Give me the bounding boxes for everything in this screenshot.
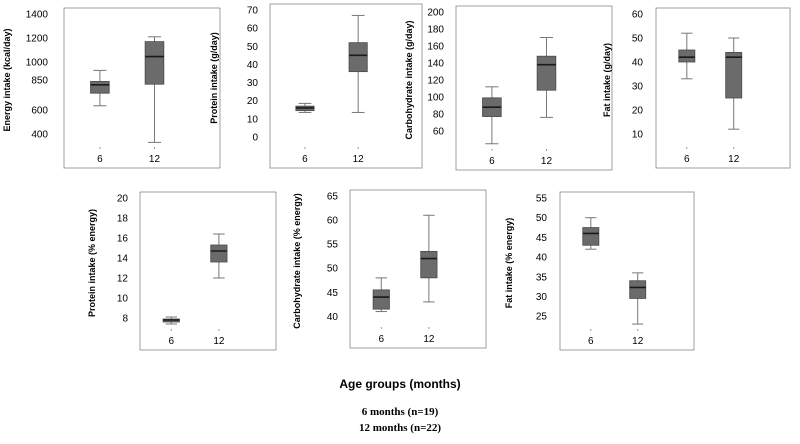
x-category-label: 12 — [541, 156, 553, 167]
y-tick-label: 70 — [247, 6, 259, 17]
y-tick-label: 1000 — [26, 58, 49, 69]
group-legend-12-months: 12 months (n=22) — [358, 422, 442, 434]
y-tick-label: 850 — [31, 76, 48, 87]
y-tick-label: 1200 — [26, 34, 49, 45]
x-category-label: 12 — [149, 154, 161, 165]
x-category-label: 6 — [168, 336, 174, 347]
y-tick-label: 45 — [327, 288, 339, 299]
y-tick-label: 30 — [247, 78, 259, 89]
y-tick-label: 0 — [252, 132, 258, 143]
iqr-box — [210, 244, 228, 263]
y-axis-title: Fat intake (% energy) — [504, 218, 514, 309]
panel-5: 8 10 12 14 16 18 20 Protein intake (% energy) 6 1… — [87, 191, 277, 351]
y-tick-label: 18 — [117, 214, 129, 225]
panel-1: 400 600 850 1000 1200 1400 Energy intake (kcal… — [2, 7, 221, 169]
y-tick-label: 140 — [427, 59, 444, 70]
panel-6: 40 45 50 55 60 65 Carbohydrate intake (% energ… — [292, 189, 487, 349]
y-tick-label: 40 — [632, 58, 644, 69]
plot-frame — [269, 3, 423, 169]
y-axis-title: Carbohydrate intake (g/day) — [404, 20, 414, 139]
panel-4: 10 20 30 40 50 60 Fat intake (g/day) 6 12 — [602, 7, 791, 169]
x-category-label: 12 — [728, 154, 740, 165]
y-tick-label: 30 — [632, 82, 644, 93]
plot-frame — [655, 7, 791, 169]
iqr-box — [90, 81, 110, 94]
x-category-label: 6 — [378, 334, 384, 345]
y-tick-label: 80 — [433, 110, 445, 121]
iqr-box — [582, 227, 600, 246]
y-tick-label: 20 — [632, 106, 644, 117]
panel-3: 60 80 100 120 140 160 180 200 Carbohydrate intak… — [404, 5, 613, 171]
y-tick-label: 30 — [536, 292, 548, 303]
y-tick-label: 45 — [536, 233, 548, 244]
y-tick-label: 600 — [31, 106, 48, 117]
y-tick-label: 50 — [247, 42, 259, 53]
y-axis-title: Energy intake (kcal/day) — [2, 28, 12, 131]
y-tick-label: 60 — [247, 24, 259, 35]
panel-7: 25 30 35 40 45 50 55 Fat intake (% energy) 6 12 — [504, 191, 695, 351]
y-tick-label: 20 — [117, 194, 129, 205]
y-tick-label: 400 — [31, 130, 48, 141]
plot-frame — [349, 189, 487, 349]
y-tick-label: 10 — [117, 294, 129, 305]
y-tick-label: 1400 — [26, 10, 49, 21]
x-category-label: 12 — [353, 154, 365, 165]
y-tick-label: 180 — [427, 25, 444, 36]
y-tick-label: 14 — [117, 254, 129, 265]
y-tick-label: 10 — [632, 130, 644, 141]
plot-frame — [139, 191, 277, 351]
x-category-label: 12 — [423, 334, 435, 345]
y-axis-title: Carbohydrate intake (% energy) — [292, 193, 302, 329]
y-tick-label: 8 — [122, 314, 128, 325]
x-category-label: 6 — [588, 336, 594, 347]
y-tick-label: 35 — [536, 272, 548, 283]
y-axis-title: Protein intake (% energy) — [87, 209, 97, 317]
iqr-box — [678, 49, 696, 63]
iqr-box — [629, 280, 647, 299]
panel-2: 0 10 20 30 40 50 60 70 Protein intake (g/day) 6 12 — [209, 3, 423, 169]
y-tick-label: 65 — [327, 192, 339, 203]
plot-frame — [63, 7, 221, 169]
y-tick-label: 55 — [327, 240, 339, 251]
iqr-box — [725, 52, 743, 99]
y-tick-label: 160 — [427, 42, 444, 53]
y-tick-label: 50 — [536, 213, 548, 224]
iqr-box — [420, 250, 438, 279]
y-tick-label: 60 — [632, 10, 644, 21]
x-category-label: 6 — [489, 156, 495, 167]
y-tick-label: 25 — [536, 312, 548, 323]
iqr-box — [348, 42, 368, 73]
y-axis-title: Protein intake (g/day) — [209, 32, 219, 124]
y-tick-label: 40 — [536, 253, 548, 264]
y-tick-label: 60 — [433, 127, 445, 138]
iqr-box — [144, 41, 165, 85]
y-tick-label: 60 — [327, 216, 339, 227]
y-tick-label: 12 — [117, 274, 129, 285]
y-tick-label: 50 — [327, 264, 339, 275]
plot-frame — [559, 191, 695, 351]
x-category-label: 12 — [632, 336, 644, 347]
y-tick-label: 10 — [247, 114, 259, 125]
y-tick-label: 50 — [632, 34, 644, 45]
y-tick-label: 40 — [327, 312, 339, 323]
y-tick-label: 100 — [427, 93, 444, 104]
y-tick-label: 40 — [247, 60, 259, 71]
group-legend-6-months: 6 months (n=19) — [361, 406, 439, 418]
y-tick-label: 20 — [247, 96, 259, 107]
y-axis-title: Fat intake (g/day) — [602, 43, 612, 117]
x-category-label: 6 — [97, 154, 103, 165]
y-tick-label: 16 — [117, 234, 129, 245]
y-tick-label: 120 — [427, 76, 444, 87]
plot-frame — [455, 5, 613, 171]
x-category-label: 6 — [302, 154, 308, 165]
y-tick-label: 55 — [536, 194, 548, 205]
iqr-box — [536, 55, 557, 91]
x-category-label: 6 — [684, 154, 690, 165]
x-category-label: 12 — [213, 336, 225, 347]
y-tick-label: 200 — [427, 8, 444, 19]
x-axis-title: Age groups (months) — [339, 377, 461, 391]
iqr-box — [372, 289, 390, 310]
